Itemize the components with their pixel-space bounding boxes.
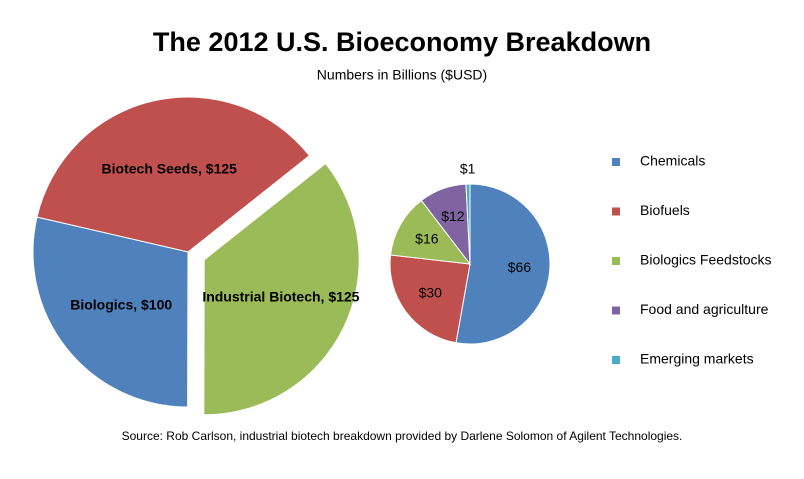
legend-swatch bbox=[612, 158, 620, 166]
source-note: Source: Rob Carlson, industrial biotech … bbox=[122, 429, 683, 443]
legend-swatch bbox=[612, 306, 620, 315]
legend-label: Biofuels bbox=[640, 202, 690, 218]
legend-swatch bbox=[612, 207, 620, 216]
pie-slice bbox=[465, 183, 471, 265]
pie-slice bbox=[389, 254, 471, 344]
legend-label: Emerging markets bbox=[640, 351, 754, 367]
chart-title: The 2012 U.S. Bioeconomy Breakdown bbox=[153, 27, 651, 57]
slice-label: $16 bbox=[415, 230, 439, 246]
slice-label: $1 bbox=[460, 160, 476, 176]
legend-swatch bbox=[612, 356, 620, 364]
legend-label: Biologics Feedstocks bbox=[640, 252, 772, 268]
chart-subtitle: Numbers in Billions ($USD) bbox=[317, 67, 487, 83]
slice-label: $12 bbox=[441, 208, 465, 224]
slice-label: $66 bbox=[508, 259, 532, 275]
slice-label: Industrial Biotech, $125 bbox=[202, 288, 360, 305]
slice-label: Biologics, $100 bbox=[70, 296, 173, 313]
pie-slice bbox=[203, 162, 360, 416]
pie-slice bbox=[36, 96, 311, 253]
pie-slice bbox=[32, 216, 189, 408]
slice-label: Biotech Seeds, $125 bbox=[101, 160, 237, 177]
legend-label: Chemicals bbox=[640, 153, 705, 169]
slice-label: $30 bbox=[419, 284, 443, 300]
pie-slice bbox=[455, 183, 551, 345]
pie-slice bbox=[389, 199, 472, 265]
legend-label: Food and agriculture bbox=[640, 301, 769, 317]
legend-swatch bbox=[612, 257, 620, 265]
